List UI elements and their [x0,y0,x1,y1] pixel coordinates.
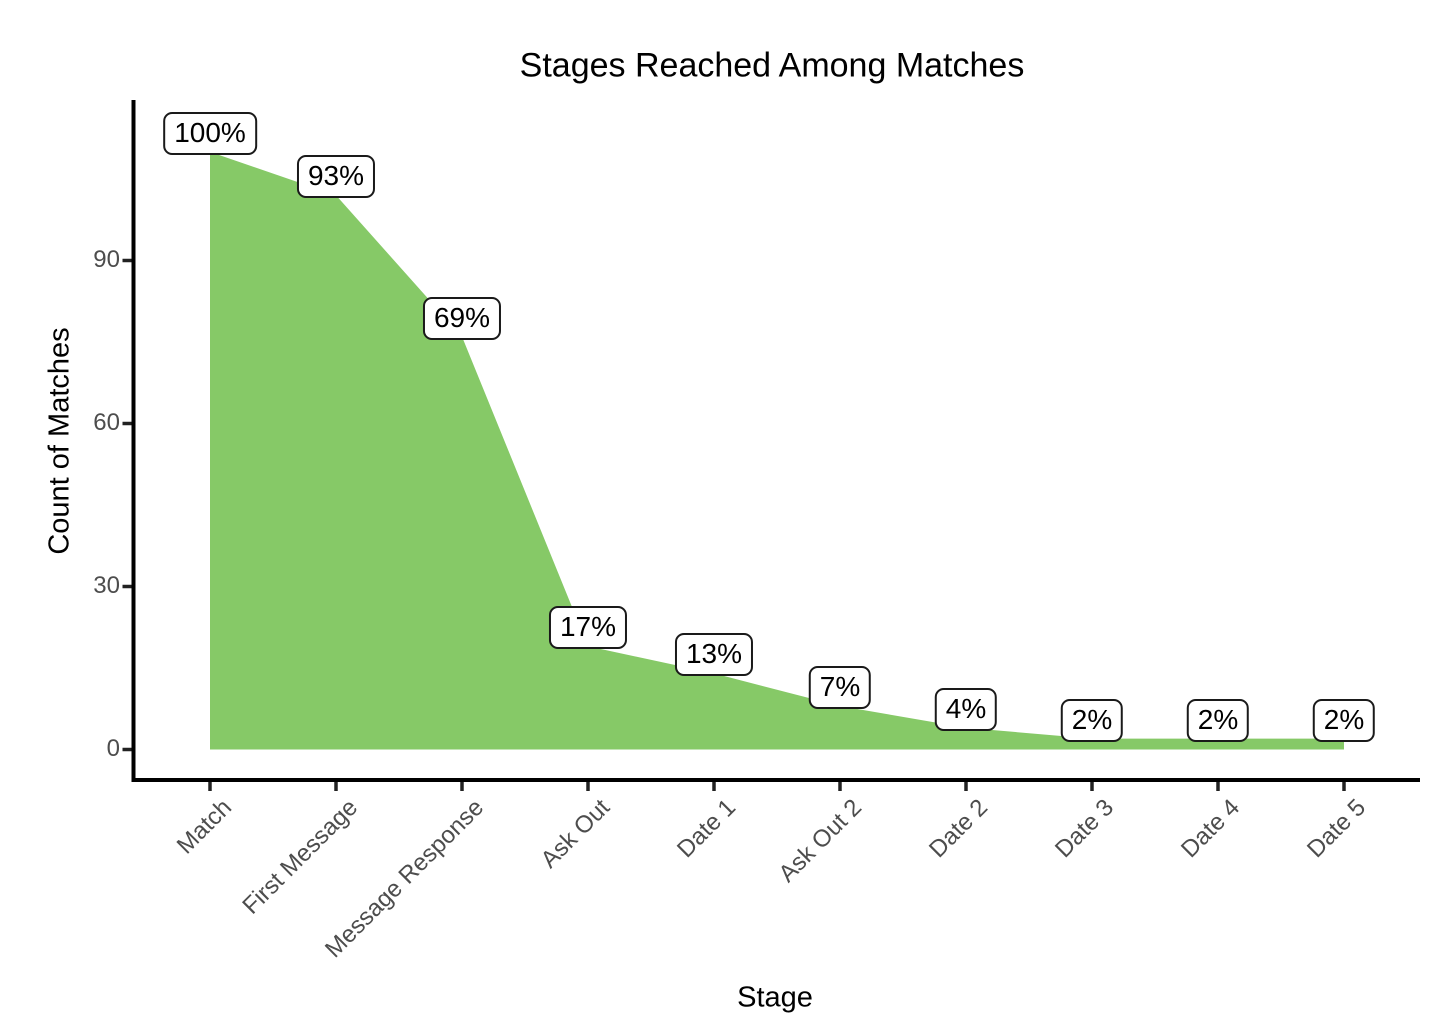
y-tick-label: 90 [93,245,120,273]
y-tick-label: 30 [93,571,120,599]
data-label: 93% [296,155,376,199]
y-axis-title: Count of Matches [43,327,76,555]
data-label: 69% [422,296,502,340]
data-label: 7% [808,666,872,710]
data-label: 2% [1312,698,1376,742]
data-label: 17% [548,606,628,650]
data-label: 2% [1186,698,1250,742]
x-axis-title: Stage [737,981,813,1014]
funnel-area [210,151,1344,750]
chart-title: Stages Reached Among Matches [519,46,1025,85]
data-label: 4% [934,687,998,731]
y-tick-label: 0 [106,734,120,762]
data-label: 2% [1060,698,1124,742]
data-label: 13% [674,633,754,677]
y-tick-label: 60 [93,408,120,436]
data-label: 100% [163,111,257,155]
